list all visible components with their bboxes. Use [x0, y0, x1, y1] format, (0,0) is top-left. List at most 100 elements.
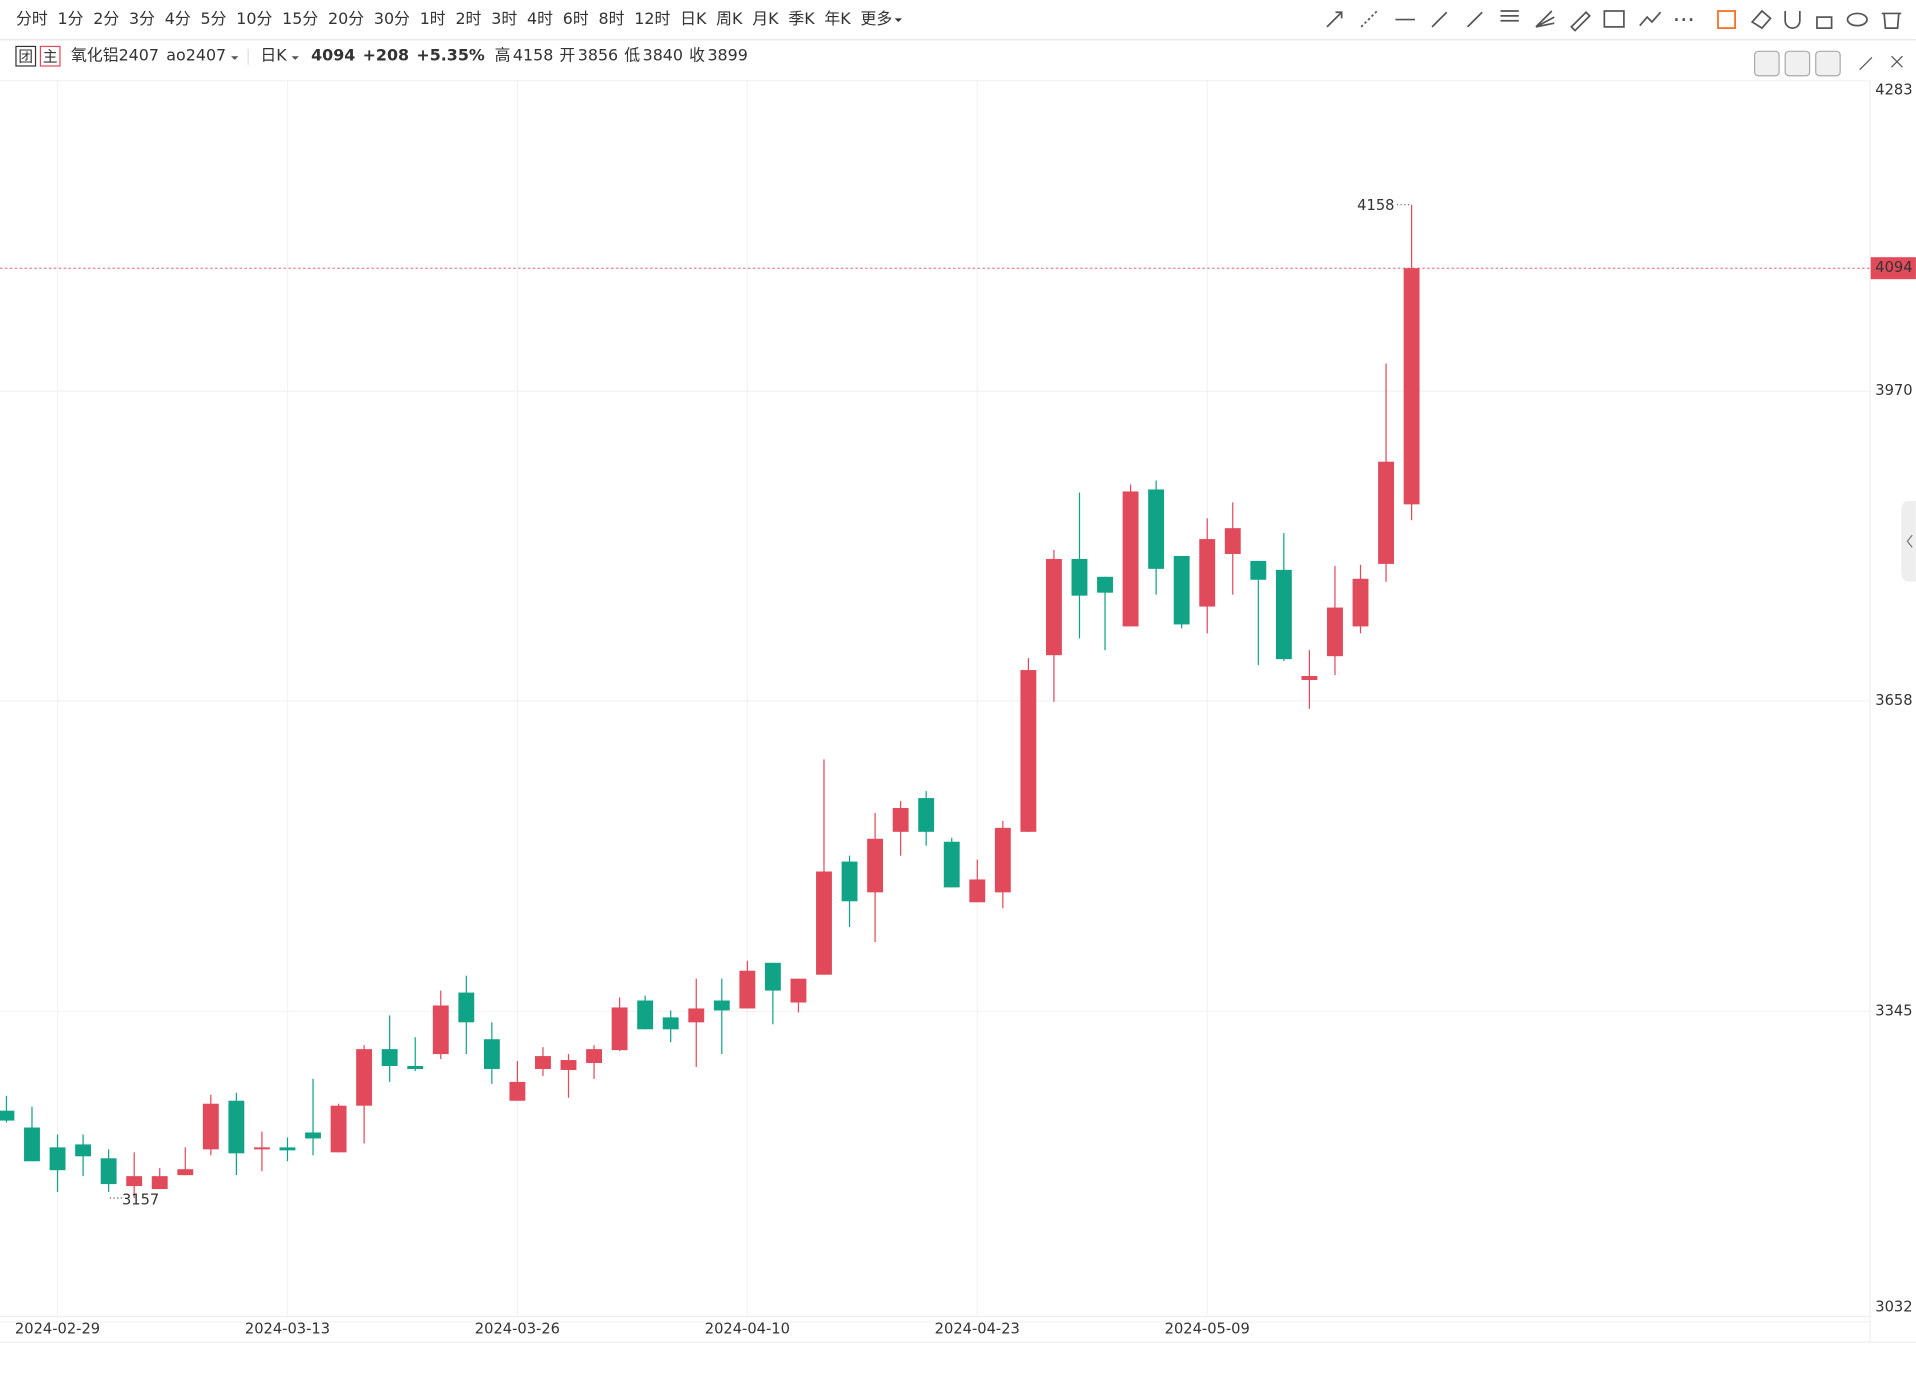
last-price-box [1870, 257, 1916, 280]
candle-body [228, 1100, 245, 1154]
ctrl-window[interactable] [1859, 55, 1903, 71]
candle-body [202, 1103, 219, 1150]
candle-body [305, 1132, 321, 1139]
period-button[interactable]: 3分 [129, 9, 155, 28]
candle-body [177, 1169, 194, 1176]
period-button[interactable]: 2时 [455, 9, 481, 28]
tool-wave[interactable] [1639, 11, 1662, 27]
last-price-label: 4094 [1875, 259, 1912, 276]
period-button[interactable]: 周K [716, 9, 743, 28]
symbol-name: 氧化铝2407 [71, 46, 159, 65]
stat-value: 3899 [707, 46, 747, 65]
period-button[interactable]: 4时 [527, 9, 553, 28]
period-button[interactable]: 20分 [328, 9, 364, 28]
period-button[interactable]: 8时 [599, 9, 625, 28]
ctrl-type[interactable] [1815, 50, 1841, 77]
tool-ray[interactable] [1326, 11, 1343, 28]
candle-body [24, 1127, 40, 1162]
badge-box [15, 45, 37, 67]
period-button[interactable]: 日K [680, 9, 707, 28]
tool-draw-mode[interactable] [1717, 10, 1736, 29]
candle-body [611, 1007, 628, 1051]
drawing-tools[interactable] [1326, 9, 1902, 32]
tool-fib[interactable] [1500, 10, 1519, 22]
tool-eraser[interactable] [1750, 9, 1772, 30]
side-panel-arrow [1906, 534, 1913, 548]
y-tick-label: 3345 [1875, 1002, 1912, 1019]
plot: 4158 3157 [0, 197, 1420, 1208]
x-tick-label: 2024-05-09 [1165, 1320, 1250, 1337]
candle-body [458, 992, 475, 1023]
x-tick-label: 2024-03-26 [475, 1320, 560, 1337]
badge-box [39, 45, 61, 67]
tool-image[interactable] [1603, 10, 1625, 28]
period-button[interactable]: 15分 [282, 9, 318, 28]
tool-fan[interactable] [1535, 10, 1555, 28]
change: +208 [363, 46, 409, 65]
period-button[interactable]: 6时 [563, 9, 589, 28]
tool-segment[interactable] [1431, 11, 1448, 28]
stat-label: 低 [624, 46, 640, 65]
dropdown-caret [894, 18, 903, 22]
period-button[interactable]: 30分 [374, 9, 410, 28]
period-button[interactable]: 3时 [491, 9, 517, 28]
period-button[interactable]: 12时 [634, 9, 670, 28]
candle-body [867, 838, 884, 893]
period-button[interactable]: 季K [788, 9, 815, 28]
candle-body [560, 1060, 577, 1070]
candle-body [1199, 539, 1216, 607]
period-button[interactable]: 10分 [236, 9, 272, 28]
period-button[interactable]: 2分 [93, 9, 119, 28]
tool-brush[interactable] [1570, 11, 1591, 32]
candle-body [509, 1081, 526, 1101]
candle-body [1045, 558, 1062, 656]
candle-body [1250, 560, 1267, 580]
period-button[interactable]: 1分 [58, 9, 84, 28]
candle-body [688, 1008, 705, 1023]
candle-body [279, 1147, 296, 1151]
tool-pen[interactable] [1466, 11, 1483, 28]
period-button[interactable]: 4分 [165, 9, 191, 28]
period-button[interactable]: 1时 [420, 9, 446, 28]
period-button[interactable]: 月K [752, 9, 779, 28]
tool-eye[interactable] [1846, 12, 1868, 27]
period-button[interactable]: 分时 [16, 9, 48, 28]
candle-body [75, 1144, 92, 1157]
tool-trash[interactable] [1881, 12, 1902, 29]
tool-magnet[interactable] [1784, 10, 1801, 29]
stat-label: 开 [559, 46, 575, 65]
stat-label: 高 [495, 46, 511, 65]
ctrl-indicator[interactable] [1754, 50, 1780, 77]
y-tick-label: 3658 [1875, 692, 1912, 709]
period: 日K [260, 46, 287, 65]
grid [0, 80, 1870, 1323]
chart-controls[interactable] [1754, 50, 1903, 77]
dropdown-caret [291, 56, 299, 60]
candle-body [764, 962, 781, 991]
candle-body [790, 978, 807, 1003]
ctrl-edit[interactable] [1784, 50, 1811, 77]
candle-body [816, 871, 832, 975]
change-pct: +5.35% [416, 46, 484, 65]
y-tick-label: 3032 [1875, 1298, 1912, 1315]
stat-value: 4158 [513, 46, 553, 65]
candle-body [483, 1039, 500, 1069]
candle-body [713, 1000, 730, 1011]
stat-value: 3856 [578, 46, 618, 65]
tool-lock[interactable] [1816, 16, 1833, 29]
stat-value: 3840 [643, 46, 683, 65]
side-panel-tab[interactable] [1901, 500, 1916, 582]
tool-extended[interactable] [1360, 10, 1378, 28]
candle-body [1352, 578, 1369, 627]
period-button[interactable]: 5分 [201, 9, 227, 28]
period-button[interactable]: 年K [824, 9, 851, 28]
candle-body [1275, 569, 1292, 660]
period-button[interactable]: 更多 [860, 9, 892, 28]
candle-body [1224, 528, 1241, 554]
candle-body [0, 1110, 15, 1121]
badge: 团 [18, 48, 33, 65]
candle-body [1378, 461, 1394, 564]
